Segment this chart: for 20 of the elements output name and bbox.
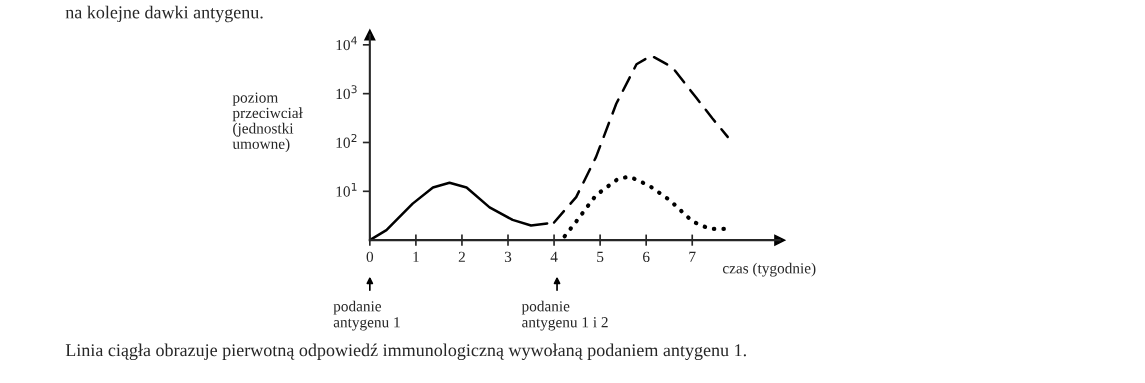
line-series	[552, 54, 729, 224]
y-tick-label: 10$^{2}$	[336, 133, 357, 148]
text: Linia ciągła obrazuje pierwotną odpowiedź immunologiczną wywołaną podaniem antygenu 1.	[65, 343, 746, 361]
text: podanie antygenu 1	[333, 300, 400, 331]
x-tick-label: 3	[504, 251, 512, 262]
line-series	[369, 181, 549, 241]
x-tick-label: 6	[643, 251, 650, 262]
y-tick-label: 10$^{1}$	[336, 182, 357, 197]
text: na kolejne dawki antygenu.	[65, 5, 263, 23]
y-tick-label: 10$^{4}$	[336, 36, 357, 51]
x-tick-label: 0	[366, 251, 374, 262]
x-axis-title: czas (tygodnie)	[722, 262, 816, 277]
y-axis-title: poziom przeciwciał (jednostki umowne)	[232, 92, 303, 153]
x-tick-label: 2	[458, 251, 465, 262]
text: podanie antygenu 1 i 2	[521, 300, 608, 331]
x-tick-label: 7	[689, 251, 696, 262]
x-tick-label: 5	[597, 251, 604, 262]
x-tick-label: 1	[413, 251, 419, 262]
y-tick-label: 10$^{3}$	[336, 85, 357, 100]
x-tick-label: 4	[550, 251, 558, 262]
